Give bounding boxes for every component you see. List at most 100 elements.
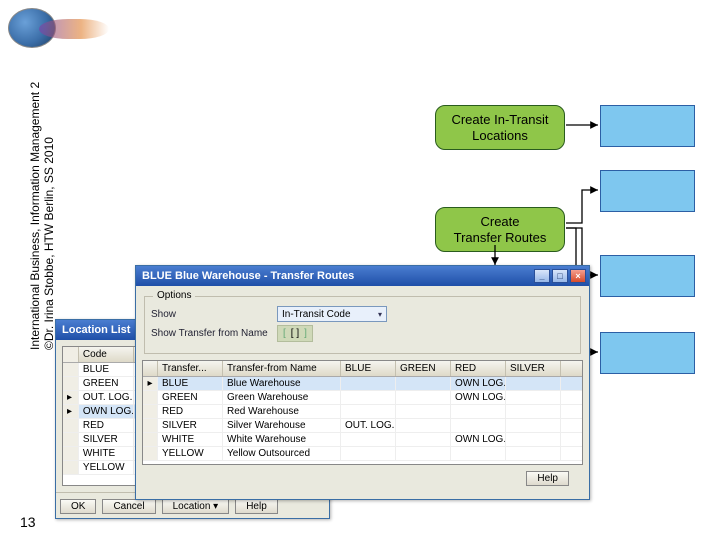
cell [506,433,561,446]
row-marker [143,405,158,418]
row-marker [143,433,158,446]
tr-col-green[interactable]: GREEN [396,361,451,376]
cell: White Warehouse [223,433,341,446]
table-row[interactable]: GREENGreen Warehouse OWN LOG. [143,391,582,405]
close-button[interactable]: × [570,269,586,283]
side-label-author: ©Dr. Irina Stobbe, HTW Berlin, SS 2010 [42,137,56,350]
cell [506,447,561,460]
row-marker [63,419,79,432]
cell: Green Warehouse [223,391,341,404]
flow-box-transfer-routes: CreateTransfer Routes [435,207,565,252]
options-group: Options Show In-Transit Code ▾ Show Tran… [144,296,581,354]
title-location-list: Location List [62,324,130,336]
row-marker [143,419,158,432]
table-row[interactable]: WHITEWhite Warehouse OWN LOG. [143,433,582,447]
globe-logo [8,8,56,48]
cell [506,377,561,390]
cell [396,433,451,446]
cell: Red Warehouse [223,405,341,418]
tr-help-button[interactable]: Help [526,471,569,486]
tr-col-blue[interactable]: BLUE [341,361,396,376]
cell: Blue Warehouse [223,377,341,390]
cell: OUT. LOG. [341,419,396,432]
blue-box-1 [600,105,695,147]
cell: OWN LOG. [451,377,506,390]
row-marker [143,391,158,404]
cell: SILVER [158,419,223,432]
row-marker [63,447,79,460]
cell [396,391,451,404]
tr-col-from[interactable]: Transfer... [158,361,223,376]
cell [396,419,451,432]
cell: Yellow Outsourced [223,447,341,460]
ok-button[interactable]: OK [60,499,96,514]
cell: GREEN [158,391,223,404]
row-marker [63,433,79,446]
blue-box-2 [600,170,695,212]
cell [451,447,506,460]
show-select[interactable]: In-Transit Code ▾ [277,306,387,322]
cell: OWN LOG. [451,433,506,446]
page-number: 13 [20,514,36,530]
show-label: Show [151,309,271,320]
filter-chip[interactable]: [ [ ] ] [277,325,313,342]
cell [341,377,396,390]
cell [451,419,506,432]
help-button[interactable]: Help [235,499,278,514]
filter-text: [ ] [291,328,299,339]
cell-code: GREEN [79,377,134,390]
show-transfer-label: Show Transfer from Name [151,328,271,339]
tr-col-sel [143,361,158,376]
flow-box-b-text: CreateTransfer Routes [454,214,547,245]
window-transfer-routes: BLUE Blue Warehouse - Transfer Routes _ … [135,265,590,500]
show-value: In-Transit Code [282,309,351,320]
row-marker [63,377,79,390]
titlebar-transfer-routes[interactable]: BLUE Blue Warehouse - Transfer Routes _ … [136,266,589,286]
table-row[interactable]: SILVERSilver WarehouseOUT. LOG. [143,419,582,433]
col-selector [63,347,79,362]
cell-code: WHITE [79,447,134,460]
cell [506,405,561,418]
transfer-grid[interactable]: Transfer... Transfer-from Name BLUE GREE… [142,360,583,465]
cell [506,391,561,404]
row-marker: ▸ [143,377,158,390]
table-row[interactable]: REDRed Warehouse [143,405,582,419]
cell [396,405,451,418]
blue-box-3 [600,255,695,297]
cell-code: OWN LOG. [79,405,134,418]
cell [341,391,396,404]
title-transfer-routes: BLUE Blue Warehouse - Transfer Routes [142,270,354,282]
cell: OWN LOG. [451,391,506,404]
tr-col-silver[interactable]: SILVER [506,361,561,376]
tr-col-red[interactable]: RED [451,361,506,376]
cell: Silver Warehouse [223,419,341,432]
row-marker [63,363,79,376]
cell: WHITE [158,433,223,446]
chevron-down-icon: ▾ [378,310,382,319]
cell-code: YELLOW [79,461,134,474]
table-row[interactable]: YELLOWYellow Outsourced [143,447,582,461]
cell: RED [158,405,223,418]
col-code[interactable]: Code [79,347,134,362]
cell [341,433,396,446]
minimize-button[interactable]: _ [534,269,550,283]
transfer-grid-header: Transfer... Transfer-from Name BLUE GREE… [143,361,582,377]
table-row[interactable]: ▸BLUEBlue Warehouse OWN LOG. [143,377,582,391]
flow-box-in-transit: Create In-TransitLocations [435,105,565,150]
cell: BLUE [158,377,223,390]
tr-col-fromname[interactable]: Transfer-from Name [223,361,341,376]
cell [396,447,451,460]
maximize-button[interactable]: □ [552,269,568,283]
cancel-button[interactable]: Cancel [102,499,155,514]
cell [451,405,506,418]
cell-code: SILVER [79,433,134,446]
row-marker: ▸ [63,391,79,404]
blue-box-4 [600,332,695,374]
cell-code: RED [79,419,134,432]
cell [341,405,396,418]
cell [341,447,396,460]
location-menu-button[interactable]: Location ▾ [162,499,230,514]
cell-code: OUT. LOG. [79,391,134,404]
cell: YELLOW [158,447,223,460]
side-label-course: International Business, Information Mana… [28,82,42,350]
